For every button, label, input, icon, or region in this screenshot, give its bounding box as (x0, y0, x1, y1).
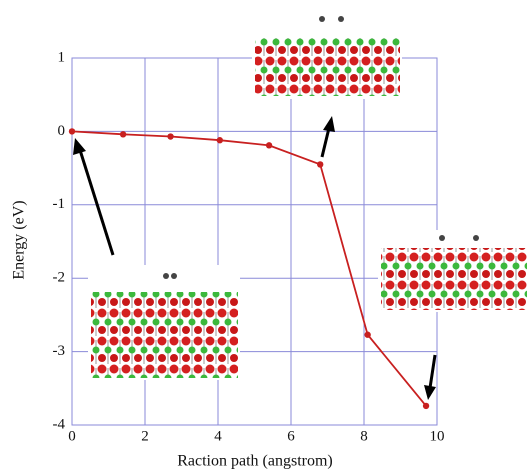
y-axis-label: Energy (eV) (11, 200, 28, 279)
inset-right (378, 230, 527, 312)
y-tick-label: 0 (58, 123, 66, 139)
y-tick-label: -2 (53, 270, 66, 286)
x-axis-label: Raction path (angstrom) (177, 453, 333, 470)
data-point (364, 331, 371, 338)
data-point (422, 402, 430, 410)
y-tick-label: -3 (53, 343, 66, 359)
data-point (265, 142, 273, 149)
y-tick-label: -4 (53, 416, 66, 432)
data-point (119, 131, 127, 138)
y-tick-label: -1 (53, 196, 66, 212)
x-tick-label: 6 (287, 428, 295, 444)
arrows (73, 116, 437, 400)
inset-bottom-left (88, 265, 240, 380)
data-point (68, 128, 76, 135)
x-tick-label: 2 (141, 428, 149, 444)
x-tick-label: 4 (214, 428, 222, 444)
data-line (71, 130, 427, 407)
x-tick-label: 8 (360, 428, 368, 444)
data-point (317, 161, 324, 168)
y-tick-label: 1 (58, 49, 66, 65)
data-point (216, 137, 224, 144)
x-tick-label: 10 (430, 428, 445, 444)
data-point (167, 133, 174, 140)
inset-top (252, 16, 402, 99)
x-tick-label: 0 (68, 428, 76, 444)
